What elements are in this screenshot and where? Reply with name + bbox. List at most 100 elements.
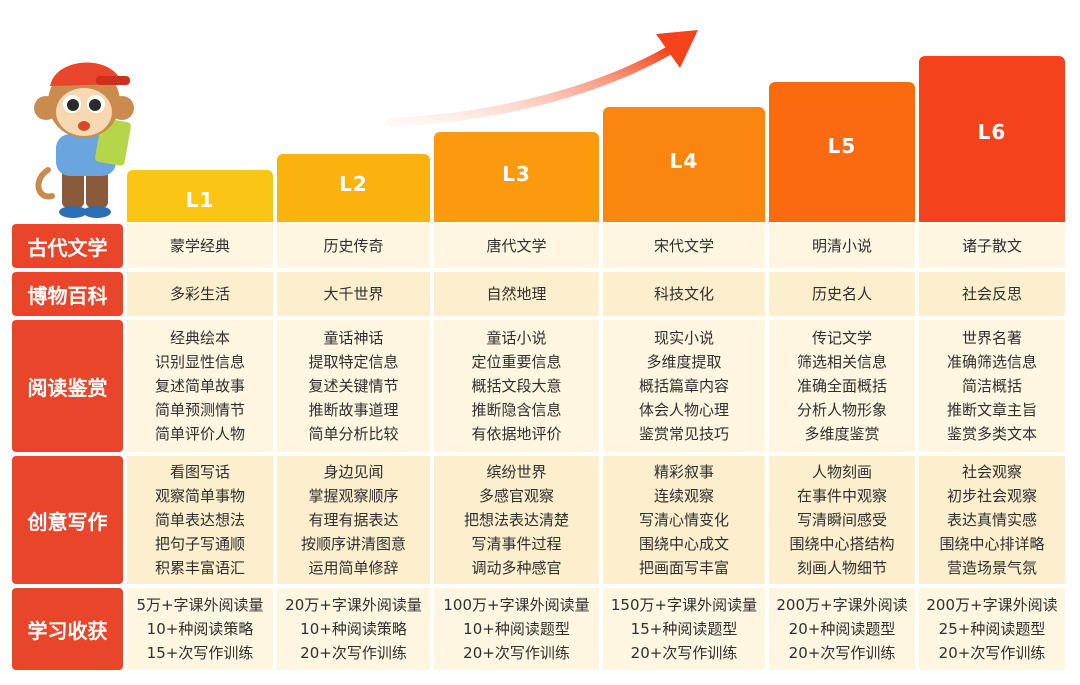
cell-text: 身边见闻 <box>323 463 384 481</box>
cell-text: 10+种阅读策略 <box>146 620 254 638</box>
cell-text: 20+次写作训练 <box>788 644 896 662</box>
growth-arrow-icon <box>385 30 698 127</box>
cell-text: 多感官观察 <box>478 487 554 505</box>
cell-text: 历史传奇 <box>323 237 384 255</box>
level-bar-l6: L6 <box>919 56 1065 222</box>
cell-text: 20+次写作训练 <box>938 644 1046 662</box>
cell-text: 200万+字课外阅读 <box>926 596 1058 614</box>
table-cell: 看图写话 观察简单事物 简单表达想法 把句子写通顺 积累丰富语汇 <box>127 456 273 584</box>
row-header-ancient-literature: 古代文学 <box>12 224 123 268</box>
cell-text: 在事件中观察 <box>796 487 887 505</box>
cell-text: 围绕中心搭结构 <box>789 535 895 553</box>
table-cell: 蒙学经典 <box>127 224 273 268</box>
table-cell: 传记文学筛选相关信息 准确全面概括 分析人物形象 多维度鉴赏 <box>769 320 915 452</box>
cell-text: 掌握观察顺序 <box>308 487 399 505</box>
cell-text: 把画面写丰富 <box>638 559 729 577</box>
cell-text: 定位重要信息 <box>471 353 562 371</box>
level-bar-l3: L3 <box>434 132 599 222</box>
cell-text: 10+种阅读题型 <box>463 620 570 638</box>
cell-text: 人物刻画 <box>811 463 872 481</box>
cell-text: 现实小说 <box>653 329 714 347</box>
table-cell: 自然地理 <box>434 272 599 316</box>
cell-text: 简洁概括 <box>961 377 1022 395</box>
cell-text: 多维度鉴赏 <box>804 425 880 443</box>
table-cell: 经典绘本 识别显性信息 复述简单故事 简单预测情节 简单评价人物 <box>127 320 273 452</box>
cell-text: 围绕中心排详略 <box>939 535 1045 553</box>
table-cell: 人物刻画在事件中观察 写清瞬间感受 围绕中心搭结构 刻画人物细节 <box>769 456 915 584</box>
cell-text: 15+次写作训练 <box>146 644 254 662</box>
cell-text: 社会观察 <box>961 463 1022 481</box>
cell-text: 20+次写作训练 <box>463 644 570 662</box>
monkey-mascot-icon <box>34 62 134 218</box>
cell-text: 15+种阅读题型 <box>630 620 738 638</box>
table-cell: 150万+字课外阅读量 15+种阅读题型 20+次写作训练 <box>603 588 765 670</box>
row-header-creative-writing: 创意写作 <box>12 456 123 584</box>
cell-text: 历史名人 <box>811 285 872 303</box>
cell-text: 识别显性信息 <box>154 353 245 371</box>
cell-text: 明清小说 <box>811 237 872 255</box>
cell-text: 唐代文学 <box>486 237 547 255</box>
cell-text: 写清心情变化 <box>638 511 729 529</box>
cell-text: 25+种阅读题型 <box>938 620 1046 638</box>
table-cell: 唐代文学 <box>434 224 599 268</box>
level-bar-l1: L1 <box>127 170 273 222</box>
cell-text: 20+次写作训练 <box>630 644 738 662</box>
table-cell: 身边见闻 掌握观察顺序 有理有据表达 按顺序讲清图意 运用简单修辞 <box>277 456 430 584</box>
table-cell: 诸子散文 <box>919 224 1065 268</box>
table-cell: 200万+字课外阅读 25+种阅读题型 20+次写作训练 <box>919 588 1065 670</box>
table-cell: 社会观察 初步社会观察 表达真情实感 围绕中心排详略 营造场景气氛 <box>919 456 1065 584</box>
cell-text: 150万+字课外阅读量 <box>610 596 758 614</box>
cell-text: 多彩生活 <box>169 285 230 303</box>
cell-text: 宋代文学 <box>653 237 714 255</box>
table-cell: 大千世界 <box>277 272 430 316</box>
cell-text: 自然地理 <box>486 285 547 303</box>
cell-text: 有理有据表达 <box>308 511 399 529</box>
cell-text: 大千世界 <box>323 285 384 303</box>
cell-text: 精彩叙事 <box>653 463 714 481</box>
table-cell: 明清小说 <box>769 224 915 268</box>
table-cell: 科技文化 <box>603 272 765 316</box>
cell-text: 提取特定信息 <box>308 353 399 371</box>
table-cell: 现实小说 多维度提取 概括篇章内容 体会人物心理 鉴赏常见技巧 <box>603 320 765 452</box>
table-cell: 童话神话 提取特定信息 复述关键情节 推断故事道理 简单分析比较 <box>277 320 430 452</box>
cell-text: 表达真情实感 <box>946 511 1037 529</box>
table-cell: 200万+字课外阅读 20+种阅读题型 20+次写作训练 <box>769 588 915 670</box>
cell-text: 把想法表达清楚 <box>463 511 569 529</box>
cell-text: 缤纷世界 <box>486 463 547 481</box>
table-cell: 精彩叙事连续观察写清心情变化 围绕中心成文 把画面写丰富 <box>603 456 765 584</box>
table-cell: 100万+字课外阅读量 10+种阅读题型 20+次写作训练 <box>434 588 599 670</box>
table-cell: 童话小说 定位重要信息 概括文段大意 推断隐含信息 有依据地评价 <box>434 320 599 452</box>
table-cell: 历史传奇 <box>277 224 430 268</box>
row-header-encyclopedia: 博物百科 <box>12 272 123 316</box>
table-cell: 多彩生活 <box>127 272 273 316</box>
cell-text: 经典绘本 <box>169 329 230 347</box>
cell-text: 连续观察 <box>653 487 714 505</box>
cell-text: 复述简单故事 <box>154 377 245 395</box>
cell-text: 200万+字课外阅读 <box>776 596 908 614</box>
cell-text: 准确全面概括 <box>796 377 887 395</box>
cell-text: 观察简单事物 <box>154 487 245 505</box>
table-cell: 20万+字课外阅读量 10+种阅读策略 20+次写作训练 <box>277 588 430 670</box>
cell-text: 童话神话 <box>323 329 384 347</box>
cell-text: 围绕中心成文 <box>638 535 729 553</box>
cell-text: 写清事件过程 <box>471 535 562 553</box>
level-bar-l4: L4 <box>603 107 765 222</box>
cell-text: 社会反思 <box>961 285 1022 303</box>
table-cell: 历史名人 <box>769 272 915 316</box>
cell-text: 体会人物心理 <box>638 401 729 419</box>
cell-text: 传记文学 <box>811 329 872 347</box>
cell-text: 写清瞬间感受 <box>796 511 887 529</box>
cell-text: 有依据地评价 <box>471 425 562 443</box>
cell-text: 把句子写通顺 <box>154 535 245 553</box>
level-bar-l2: L2 <box>277 154 430 222</box>
table-cell: 5万+字课外阅读量 10+种阅读策略 15+次写作训练 <box>127 588 273 670</box>
cell-text: 童话小说 <box>486 329 547 347</box>
cell-text: 世界名著 <box>961 329 1022 347</box>
cell-text: 鉴赏常见技巧 <box>638 425 729 443</box>
cell-text: 营造场景气氛 <box>946 559 1037 577</box>
cell-text: 分析人物形象 <box>796 401 887 419</box>
cell-text: 筛选相关信息 <box>796 353 887 371</box>
table-cell: 宋代文学 <box>603 224 765 268</box>
cell-text: 刻画人物细节 <box>796 559 887 577</box>
